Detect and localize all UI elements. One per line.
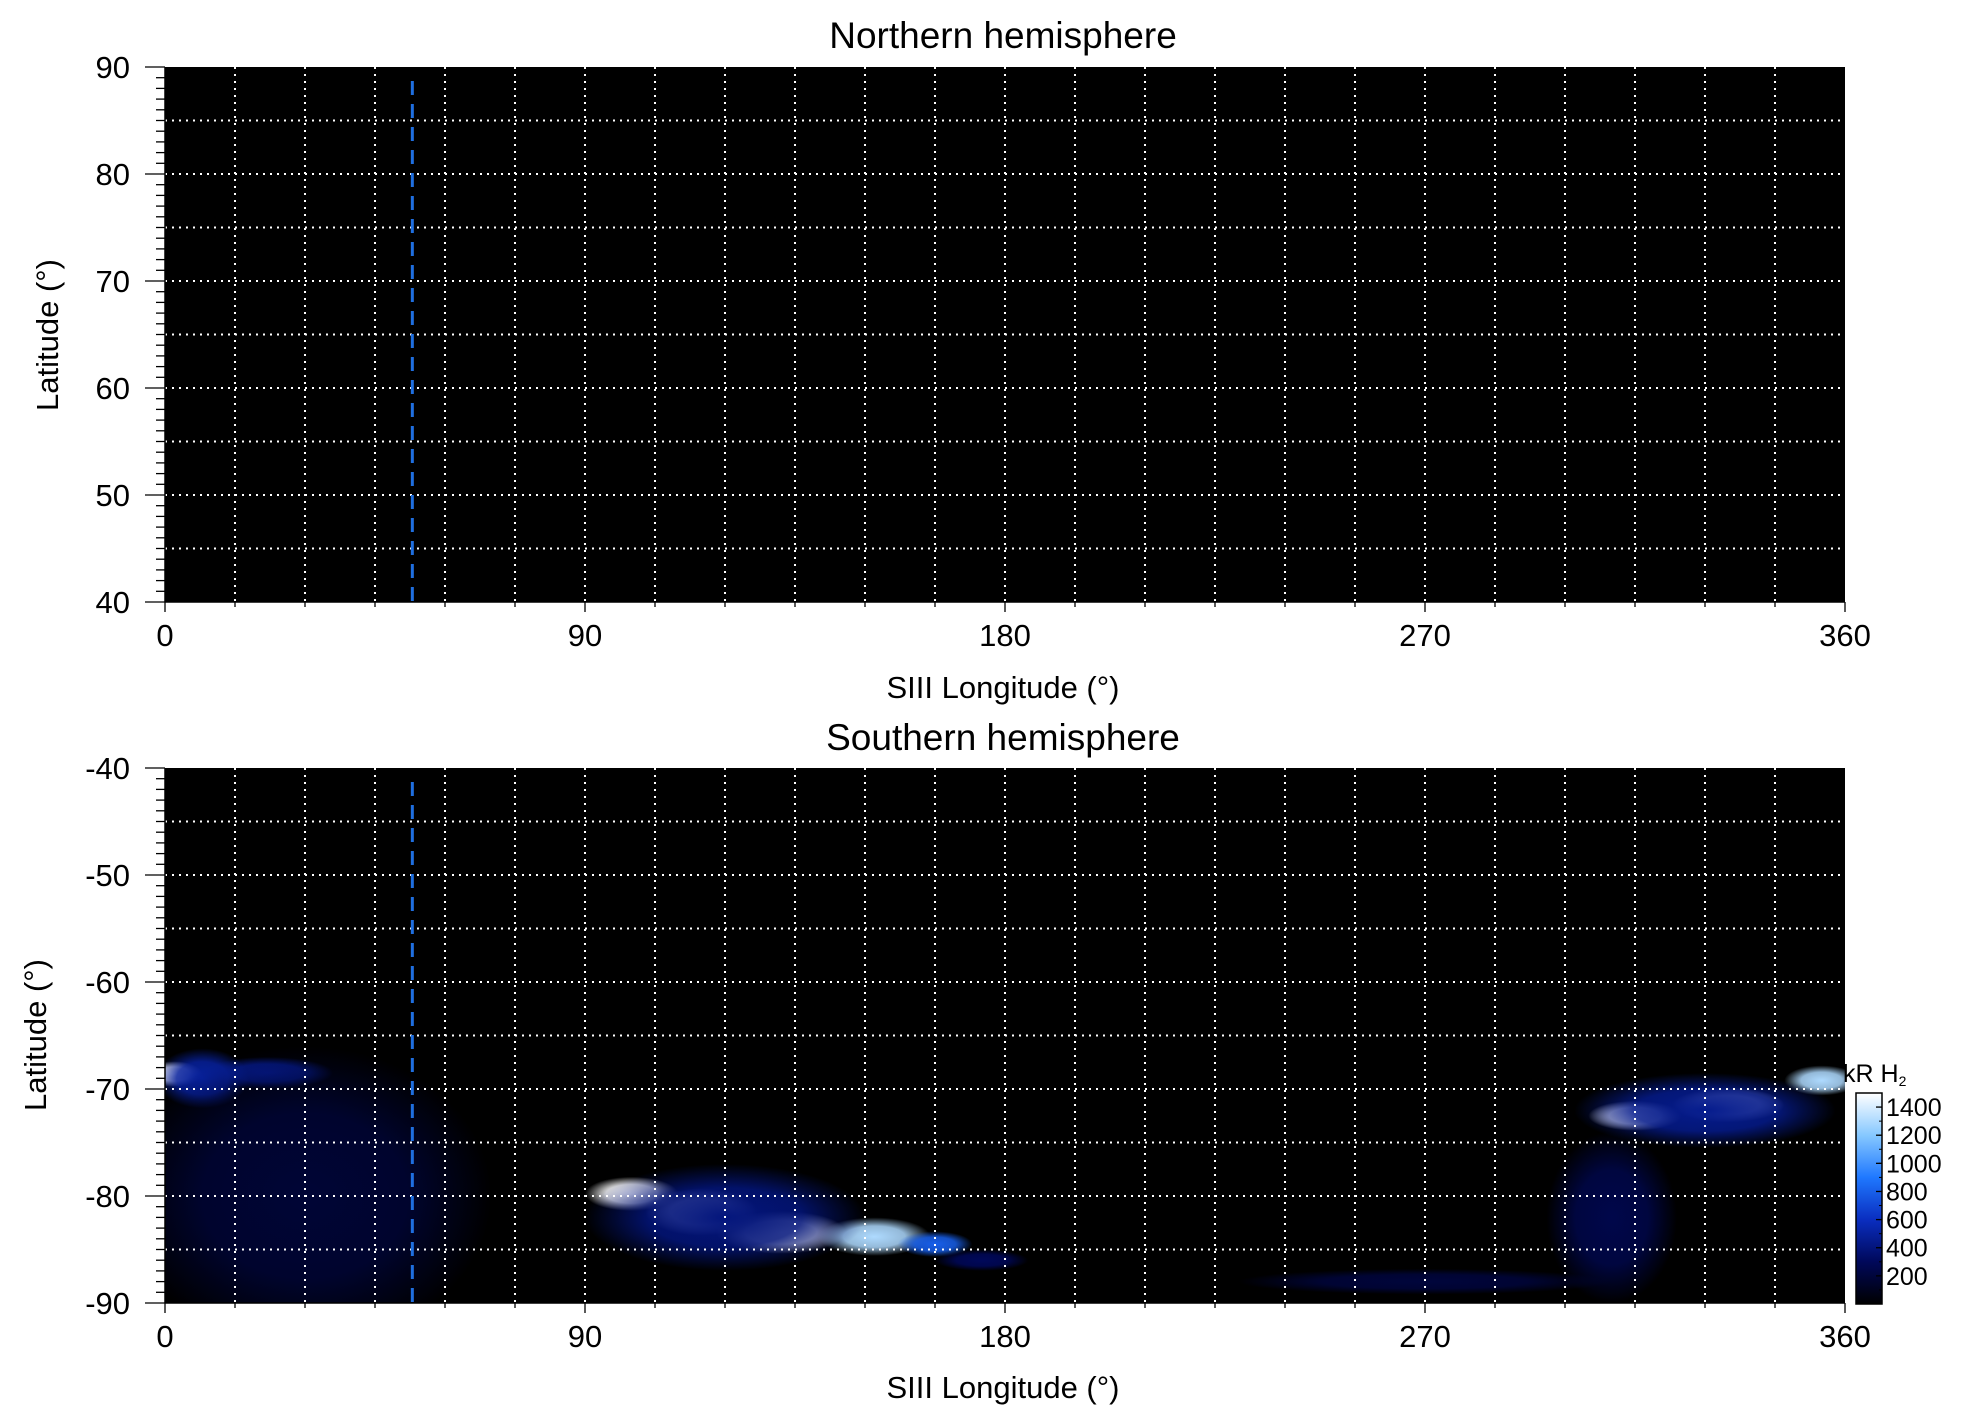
x-axis-label: SIII Longitude (°): [887, 670, 1120, 705]
northern-panel: Northern hemisphere 40 50 60 70 80 90 0 90 180 27…: [30, 15, 1871, 705]
emission-region: [1546, 1131, 1677, 1303]
y-tick-label: -90: [85, 1286, 130, 1321]
y-tick-label: 80: [96, 157, 130, 192]
plot-area: [165, 67, 1845, 602]
y-tick-label: -40: [85, 751, 130, 786]
emission-region: [1574, 1072, 1836, 1148]
emission-region: [165, 1046, 492, 1303]
x-axis-label: SIII Longitude (°): [887, 1370, 1120, 1405]
y-axis-label: Latitude (°): [18, 959, 53, 1111]
colorbar-tick-label: 1000: [1886, 1150, 1942, 1178]
y-tick-label: -60: [85, 965, 130, 1000]
plot-area: [165, 768, 1845, 1303]
grid: [165, 67, 1845, 602]
x-tick-label: 180: [979, 618, 1031, 653]
y-tick-label: 60: [96, 371, 130, 406]
axes: -40 -50 -60 -70 -80 -90 0 90 180 270 360: [85, 751, 1871, 1354]
colorbar-tick-label: 1400: [1886, 1094, 1942, 1122]
colorbar-tick-label: 200: [1886, 1263, 1928, 1291]
colorbar-tick-label: 600: [1886, 1207, 1928, 1235]
x-tick-label: 270: [1399, 618, 1451, 653]
y-tick-label: 50: [96, 478, 130, 513]
y-tick-label: 90: [96, 50, 130, 85]
colorbar-tick-label: 800: [1886, 1178, 1928, 1206]
y-tick-label: 40: [96, 585, 130, 620]
grid: [165, 768, 1845, 1303]
colorbar-tick-label: 1200: [1886, 1122, 1942, 1150]
colorbar-label: kR H2: [1843, 1060, 1907, 1089]
x-tick-label: 360: [1819, 618, 1871, 653]
axes: 40 50 60 70 80 90 0 90 180 270 360: [96, 50, 1871, 653]
emission-region: [1238, 1268, 1612, 1295]
x-tick-label: 90: [568, 618, 602, 653]
x-tick-label: 180: [979, 1319, 1031, 1354]
y-tick-label: -80: [85, 1179, 130, 1214]
colorbar-gradient: [1855, 1092, 1883, 1305]
southern-panel: Southern hemisphere -40 -50 -60 -70 -80 -90 0 9…: [18, 717, 1871, 1405]
x-tick-label: 0: [156, 1319, 173, 1354]
x-tick-label: 360: [1819, 1319, 1871, 1354]
chart-title: Southern hemisphere: [826, 717, 1180, 758]
x-tick-label: 0: [156, 618, 173, 653]
emission-region: [935, 1249, 1029, 1271]
y-tick-label: -70: [85, 1072, 130, 1107]
y-tick-label: -50: [85, 858, 130, 893]
y-axis-label: Latitude (°): [30, 259, 65, 411]
colorbar-tick-label: 400: [1886, 1235, 1928, 1263]
x-tick-label: 90: [568, 1319, 602, 1354]
chart-title: Northern hemisphere: [829, 15, 1177, 56]
x-tick-label: 270: [1399, 1319, 1451, 1354]
y-tick-label: 70: [96, 264, 130, 299]
